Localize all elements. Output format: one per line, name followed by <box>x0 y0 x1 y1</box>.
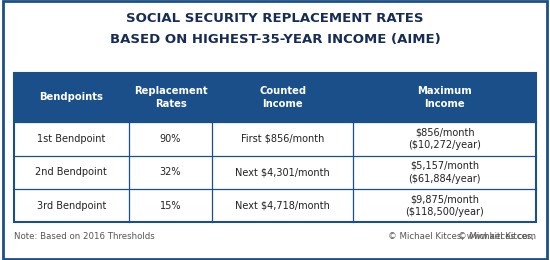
Bar <box>14 189 129 222</box>
Text: 1st Bendpoint: 1st Bendpoint <box>37 134 106 144</box>
Bar <box>14 73 129 122</box>
Text: BASED ON HIGHEST-35-YEAR INCOME (AIME): BASED ON HIGHEST-35-YEAR INCOME (AIME) <box>109 32 441 46</box>
Text: Next $4,718/month: Next $4,718/month <box>235 201 330 211</box>
Bar <box>129 122 212 155</box>
Text: Next $4,301/month: Next $4,301/month <box>235 167 330 177</box>
Text: © Michael Kitces, www.kitces.com: © Michael Kitces, www.kitces.com <box>388 232 536 241</box>
Text: 2nd Bendpoint: 2nd Bendpoint <box>35 167 107 177</box>
Bar <box>129 73 212 122</box>
Text: 32%: 32% <box>160 167 182 177</box>
Text: $856/month
($10,272/year): $856/month ($10,272/year) <box>408 127 481 151</box>
Bar <box>354 73 536 122</box>
Bar <box>354 155 536 189</box>
Text: $5,157/month
($61,884/year): $5,157/month ($61,884/year) <box>409 161 481 184</box>
Text: Note: Based on 2016 Thresholds: Note: Based on 2016 Thresholds <box>14 232 155 241</box>
Text: 3rd Bendpoint: 3rd Bendpoint <box>36 201 106 211</box>
Bar <box>354 122 536 155</box>
Bar <box>129 189 212 222</box>
Text: 15%: 15% <box>160 201 182 211</box>
Bar <box>354 189 536 222</box>
Text: Bendpoints: Bendpoints <box>39 93 103 102</box>
Bar <box>212 73 354 122</box>
Text: First $856/month: First $856/month <box>241 134 324 144</box>
Bar <box>14 155 129 189</box>
Bar <box>212 122 354 155</box>
Bar <box>212 155 354 189</box>
Bar <box>14 73 536 222</box>
Text: Maximum
Income: Maximum Income <box>417 86 472 109</box>
Text: Counted
Income: Counted Income <box>259 86 306 109</box>
Text: $9,875/month
($118,500/year): $9,875/month ($118,500/year) <box>405 194 484 217</box>
Text: 90%: 90% <box>160 134 181 144</box>
Bar <box>14 122 129 155</box>
Bar <box>129 155 212 189</box>
Text: SOCIAL SECURITY REPLACEMENT RATES: SOCIAL SECURITY REPLACEMENT RATES <box>126 12 424 25</box>
Text: © Michael Kitces,: © Michael Kitces, <box>458 232 536 241</box>
Text: Replacement
Rates: Replacement Rates <box>134 86 207 109</box>
Bar <box>212 189 354 222</box>
